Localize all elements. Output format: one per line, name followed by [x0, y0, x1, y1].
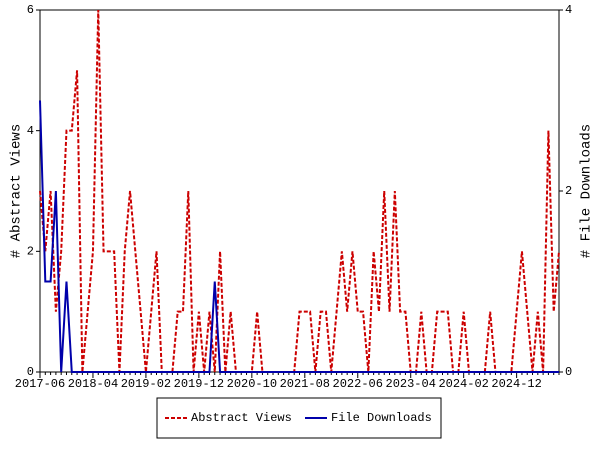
- series-line: [39, 9, 560, 373]
- y2-axis-label: # File Downloads: [579, 124, 595, 258]
- x-tick-label: 2018-04: [68, 377, 118, 391]
- y-tick-label: 0: [27, 365, 34, 379]
- x-tick-label: 2017-06: [15, 377, 65, 391]
- series-line: [39, 100, 559, 373]
- x-tick-label: 2024-02: [438, 377, 488, 391]
- x-tick-label: 2022-06: [333, 377, 383, 391]
- x-tick-label: 2021-08: [280, 377, 330, 391]
- y-axis-label: # Abstract Views: [9, 124, 25, 258]
- legend: [156, 397, 442, 439]
- x-tick-label: 2019-12: [174, 377, 224, 391]
- legend-label: Abstract Views: [191, 411, 292, 425]
- x-tick-label: 2023-04: [386, 377, 436, 391]
- y-tick-label: 2: [27, 245, 34, 259]
- x-tick-label: 2020-10: [227, 377, 277, 391]
- y2-tick-label: 0: [565, 365, 572, 379]
- x-tick-label: 2024-12: [491, 377, 541, 391]
- y-tick-label: 6: [27, 3, 34, 17]
- y-tick-label: 4: [27, 124, 34, 138]
- legend-label: File Downloads: [331, 411, 432, 425]
- x-tick-label: 2019-02: [121, 377, 171, 391]
- y2-tick-label: 2: [565, 184, 572, 198]
- y2-tick-label: 4: [565, 3, 572, 17]
